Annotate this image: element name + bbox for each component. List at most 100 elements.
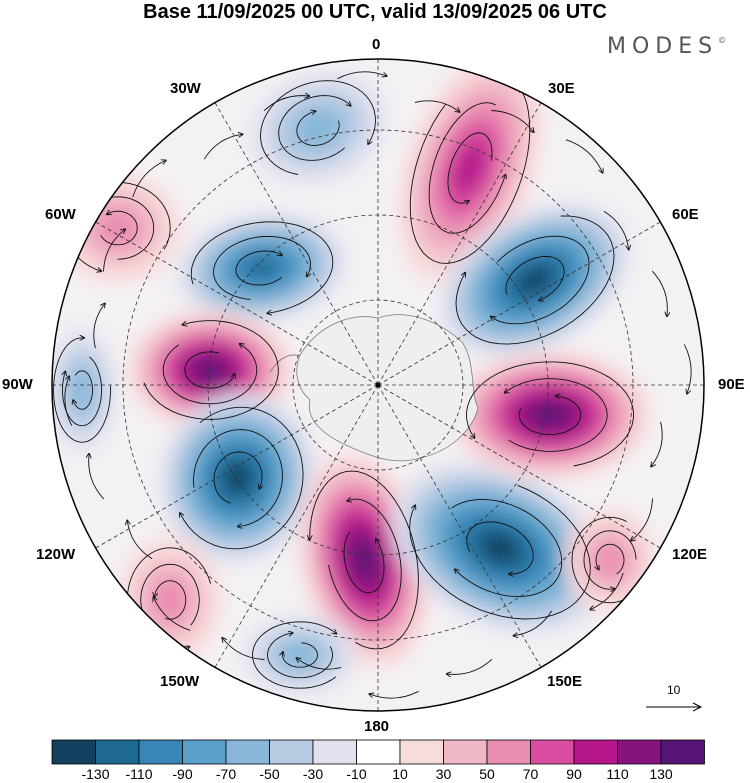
anomaly-contour [245, 257, 279, 279]
streamline [451, 498, 563, 598]
modes-logo: MODES© [607, 34, 726, 59]
streamline [283, 642, 318, 668]
colorbar-tick: -30 [302, 766, 324, 782]
streamline [235, 250, 282, 286]
streamline [455, 215, 615, 345]
streamline [409, 484, 591, 620]
streamline [127, 521, 153, 560]
colorbar-tick: -90 [172, 766, 193, 782]
lon-label-180: 180 [364, 718, 390, 735]
colorbar-tick: 70 [522, 766, 539, 782]
meridian-line [377, 384, 542, 668]
lon-label-60w: 60W [45, 206, 76, 223]
meridian-line [377, 102, 542, 386]
anomaly-contour [533, 404, 567, 426]
meridian-line [377, 221, 661, 386]
streamline [328, 499, 402, 622]
streamline [491, 110, 533, 133]
streamline [252, 621, 337, 689]
streamline [193, 429, 283, 527]
lon-label-30w: 30W [170, 80, 201, 97]
streamline [596, 543, 625, 575]
graticule [52, 59, 704, 711]
anomaly-contour [353, 542, 375, 578]
streamline [143, 320, 279, 420]
anomaly-contour [481, 533, 519, 563]
colorbar-tick: -50 [259, 766, 280, 782]
colorbar-tick: -70 [215, 766, 237, 782]
map-boundary [51, 58, 705, 712]
colorbar-tick: 130 [649, 766, 673, 782]
streamline [491, 235, 590, 325]
streamline [100, 211, 138, 246]
streamline [296, 111, 340, 146]
streamline [297, 658, 342, 670]
lon-label-60e: 60E [672, 206, 699, 223]
reference-vector-arrow [646, 702, 703, 712]
streamline [162, 344, 258, 405]
colorbar-tick: 50 [479, 766, 495, 782]
streamline [590, 572, 624, 610]
streamline [53, 338, 111, 443]
meridian-line [214, 102, 379, 386]
lon-label-90w: 90W [2, 376, 33, 393]
anomaly-contour [94, 207, 142, 249]
lon-label-90e: 90E [718, 376, 745, 393]
lon-label-150w: 150W [160, 673, 200, 690]
streamline [505, 255, 565, 300]
streamline [409, 88, 531, 264]
streamline [213, 451, 262, 504]
streamline [447, 132, 493, 203]
anomaly-contour [519, 267, 551, 293]
streamline [222, 638, 265, 660]
streamline [140, 563, 200, 629]
streamline [631, 498, 653, 540]
streamline [190, 221, 334, 313]
streamline [337, 71, 386, 80]
streamline [466, 521, 534, 574]
streamline [180, 406, 304, 550]
anomaly-contour [278, 639, 322, 671]
streamline [428, 102, 505, 234]
colorbar-tick: 90 [566, 766, 582, 782]
streamline [683, 344, 692, 393]
anomaly-contour [291, 106, 345, 150]
streamline [505, 378, 608, 452]
lon-label-150e: 150E [547, 673, 583, 690]
streamline [447, 658, 493, 674]
streamlines [53, 71, 692, 699]
streamline [63, 356, 102, 427]
streamline [583, 530, 637, 589]
streamline [64, 376, 73, 426]
streamline [414, 100, 460, 112]
streamline [267, 633, 333, 679]
lon-label-0: 0 [372, 36, 381, 53]
anomaly-contour [453, 141, 487, 195]
anomaly-contour [150, 576, 190, 624]
anomaly-contour [69, 366, 95, 414]
streamline [203, 134, 242, 160]
reference-vector-label: 10 [667, 683, 681, 697]
streamline [103, 229, 126, 272]
colorbar-tick: 30 [435, 766, 452, 782]
lon-label-30e: 30E [548, 80, 575, 97]
streamline [603, 210, 629, 249]
streamline [260, 80, 376, 175]
streamline [651, 421, 663, 467]
anomaly-contour [196, 360, 224, 380]
meridian-line [95, 384, 379, 549]
streamline [310, 470, 419, 650]
brand-name: MODES [607, 34, 719, 59]
anomaly-contour [592, 540, 628, 580]
streamline [651, 270, 667, 316]
map-title: Base 11/09/2025 00 UTC, valid 13/09/2025… [143, 1, 607, 23]
lon-label-120w: 120W [36, 546, 76, 563]
colorbar-tick: -10 [346, 766, 367, 782]
streamline [343, 531, 385, 594]
streamline [93, 304, 105, 349]
streamline [263, 96, 309, 112]
colorbar-tick: 10 [392, 766, 408, 782]
streamline [213, 235, 311, 300]
lon-label-120e: 120E [672, 546, 708, 563]
streamline [184, 351, 235, 389]
